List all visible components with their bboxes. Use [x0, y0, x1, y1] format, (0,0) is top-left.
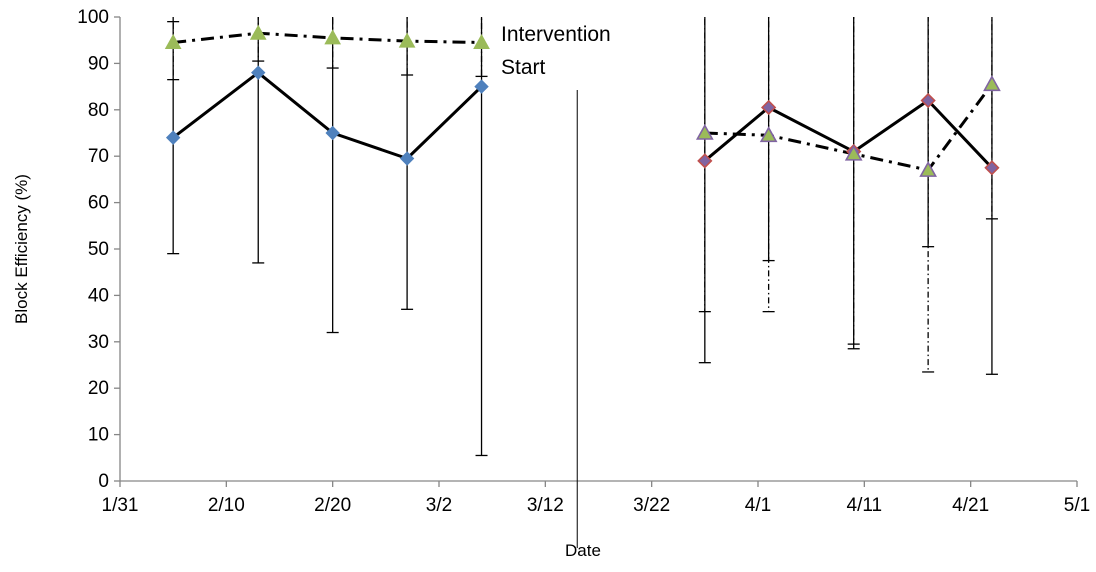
data-point-triangle: [249, 24, 267, 40]
x-tick-label: 2/20: [314, 495, 351, 516]
data-point-triangle: [983, 75, 1001, 92]
x-axis-title: Date: [565, 541, 601, 560]
x-tick-label: 2/10: [208, 495, 245, 516]
axes: [119, 17, 1077, 482]
data-markers: [164, 24, 1001, 177]
data-point-triangle: [919, 160, 937, 177]
data-point-diamond: [761, 99, 777, 116]
intervention-label: Intervention: [501, 23, 611, 46]
y-tick-label: 50: [88, 239, 109, 260]
y-tick-label: 80: [88, 100, 109, 121]
data-point-triangle: [759, 126, 778, 143]
data-point-diamond: [399, 151, 415, 166]
y-tick-label: 0: [98, 471, 109, 492]
series-lines: [172, 31, 994, 172]
data-point-triangle: [473, 33, 490, 50]
y-tick-label: 90: [88, 53, 109, 74]
data-point-diamond: [251, 65, 266, 80]
data-point-triangle: [398, 32, 416, 48]
y-tick-labels: 0 10 20 30 40 50 60 70 80 90 100: [77, 7, 120, 492]
x-tick-label: 5/1: [1064, 495, 1090, 516]
y-tick-label: 10: [88, 425, 109, 446]
y-tick-label: 30: [88, 332, 109, 353]
y-tick-label: 60: [88, 193, 109, 214]
data-point-diamond: [920, 92, 936, 109]
data-point-diamond: [697, 153, 713, 169]
y-tick-label: 20: [88, 378, 109, 399]
intervention-label: Start: [501, 56, 546, 79]
data-point-diamond: [474, 79, 489, 94]
data-point-triangle: [844, 144, 863, 161]
x-tick-label: 4/1: [745, 495, 771, 516]
intervention-annotation: Intervention Start: [501, 23, 611, 548]
x-tick-label: 1/31: [102, 495, 139, 516]
data-point-triangle: [695, 123, 714, 140]
x-tick-labels: 1/31 2/10 2/20 3/2 3/12 3/22 4/1 4/11 4/21 5/1: [102, 481, 1090, 516]
error-bars: [167, 17, 998, 457]
y-tick-label: 100: [77, 7, 109, 28]
x-tick-label: 4/11: [847, 495, 883, 516]
x-tick-label: 3/2: [426, 495, 452, 516]
series-line: [172, 71, 483, 160]
y-tick-label: 40: [88, 285, 109, 306]
y-axis-title: Block Efficiency (%): [12, 174, 31, 324]
data-point-diamond: [984, 160, 1000, 176]
x-tick-label: 3/22: [633, 495, 670, 516]
data-point-triangle: [324, 29, 342, 45]
data-point-diamond: [165, 130, 181, 145]
x-tick-label: 3/12: [527, 495, 564, 516]
y-tick-label: 70: [88, 146, 109, 167]
data-point-triangle: [164, 33, 182, 50]
x-tick-label: 4/21: [952, 495, 989, 516]
data-point-diamond: [325, 125, 340, 141]
